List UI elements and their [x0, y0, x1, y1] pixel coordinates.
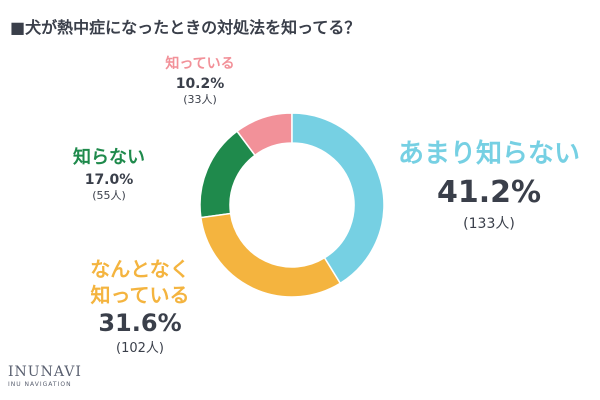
slice-name: 知らない: [73, 147, 145, 168]
slice-percent: 41.2%: [436, 174, 542, 210]
slice-percent: 31.6%: [98, 309, 182, 337]
slice-percent: 10.2%: [175, 76, 225, 93]
logo-sub: INU NAVIGATION: [8, 381, 72, 388]
chart-title: ■犬が熱中症になったときの対処法を知ってる？: [10, 18, 361, 37]
logo: INUNAVI INU NAVIGATION: [8, 364, 82, 388]
slice-count: (133人): [463, 216, 515, 233]
donut-slice-2: [200, 212, 342, 298]
slice-label-amari: あまり知らない 41.2% (133人): [384, 139, 594, 233]
donut-slice-1: [199, 130, 256, 219]
slice-count: (33人): [183, 93, 217, 107]
slice-name: なんとなく 知っている: [90, 257, 190, 307]
slice-percent: 17.0%: [84, 171, 134, 188]
logo-main: INUNAVI: [8, 364, 82, 380]
slice-label-nantonaku: なんとなく 知っている 31.6% (102人): [70, 256, 210, 357]
donut-slice-3: [291, 112, 385, 285]
slice-name: 知っている: [165, 56, 235, 72]
slice-count: (102人): [116, 340, 164, 356]
slice-label-shiranai: 知らない 17.0% (55人): [64, 147, 154, 202]
slice-name: あまり知らない: [397, 139, 580, 169]
slice-count: (55人): [92, 188, 126, 202]
slice-label-shitteiru: 知っている 10.2% (33人): [150, 56, 250, 107]
